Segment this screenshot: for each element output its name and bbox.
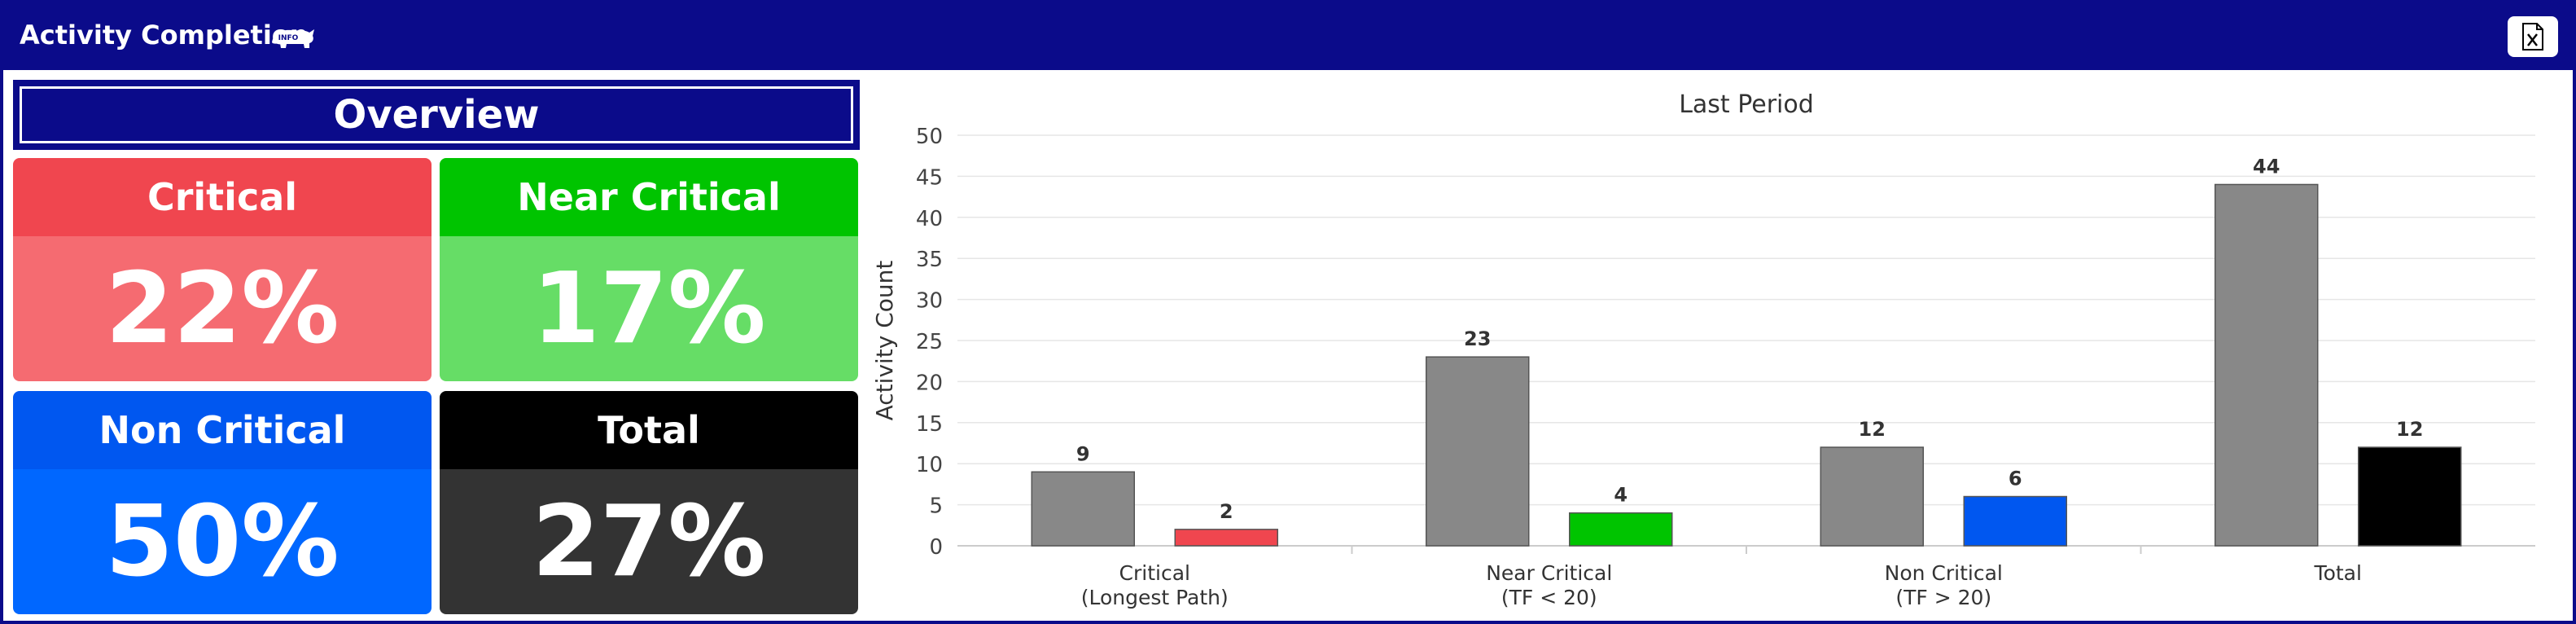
excel-file-icon	[2522, 23, 2543, 51]
x-tick-label: (TF < 20)	[1501, 586, 1597, 609]
critical-card-label: Critical	[13, 158, 432, 236]
bar-data-label: 2	[1220, 500, 1233, 523]
bar-data-label: 6	[2009, 468, 2022, 490]
last-period-chart: Last Period 0 5 10 15 20 25 30 35 40 45 50 Activity …	[871, 78, 2568, 616]
x-tick-label: (Longest Path)	[1081, 586, 1229, 609]
non-critical-card-label: Non Critical	[13, 391, 432, 469]
bar-data-label: 12	[1859, 418, 1886, 441]
total-card-value: 27%	[440, 469, 858, 614]
y-tick-label: 45	[916, 165, 943, 190]
total-card-label: Total	[440, 391, 858, 469]
y-tick-label: 35	[916, 248, 943, 272]
total-card: Total 27%	[440, 391, 858, 614]
export-excel-button[interactable]	[2508, 16, 2558, 57]
bar	[1174, 529, 1278, 547]
bar	[1820, 446, 1924, 547]
critical-card-value: 22%	[13, 236, 432, 381]
critical-card: Critical 22%	[13, 158, 432, 381]
y-tick-label: 15	[916, 412, 943, 437]
y-tick-label: 5	[929, 494, 943, 519]
y-tick-label: 50	[916, 125, 943, 149]
y-tick-label: 0	[929, 535, 943, 560]
bar	[2215, 183, 2319, 547]
y-tick-label: 25	[916, 330, 943, 354]
bar	[1031, 471, 1135, 547]
x-tick-label: Non Critical	[1885, 561, 2003, 585]
near-critical-card: Near Critical 17%	[440, 158, 858, 381]
y-tick-label: 30	[916, 289, 943, 314]
x-tick-label: (TF > 20)	[1895, 586, 1991, 609]
bar	[2358, 446, 2462, 547]
bar	[1963, 495, 2067, 547]
y-tick-label: 10	[916, 453, 943, 477]
bar-data-label: 44	[2253, 155, 2280, 178]
bar	[1426, 356, 1530, 547]
y-tick-label: 20	[916, 371, 943, 395]
overview-title: Overview	[20, 86, 853, 143]
panel-title: Activity Completion	[20, 20, 309, 51]
bar-data-label: 23	[1464, 327, 1491, 350]
info-icon-text: INFO	[278, 34, 299, 42]
y-axis-label: Activity Count	[874, 261, 898, 421]
bar-data-label: 9	[1076, 442, 1090, 465]
bar-data-label: 4	[1614, 484, 1628, 507]
y-tick-label: 40	[916, 207, 943, 231]
x-tick-label: Critical	[1119, 561, 1190, 585]
x-tick-label: Near Critical	[1486, 561, 1612, 585]
near-critical-card-label: Near Critical	[440, 158, 858, 236]
bar	[1569, 512, 1673, 547]
non-critical-card-value: 50%	[13, 469, 432, 614]
overview-header: Overview	[13, 80, 860, 150]
title-bar: Activity Completion INFO	[3, 3, 2573, 70]
chart-title: Last Period	[1679, 90, 1814, 119]
x-tick-label: Total	[2314, 561, 2362, 585]
non-critical-card: Non Critical 50%	[13, 391, 432, 614]
info-rhino-icon[interactable]: INFO	[269, 21, 316, 51]
bar-data-label: 12	[2396, 418, 2423, 441]
bar-chart-svg: Last Period 0 5 10 15 20 25 30 35 40 45 50 Activity …	[871, 90, 2535, 609]
near-critical-card-value: 17%	[440, 236, 858, 381]
